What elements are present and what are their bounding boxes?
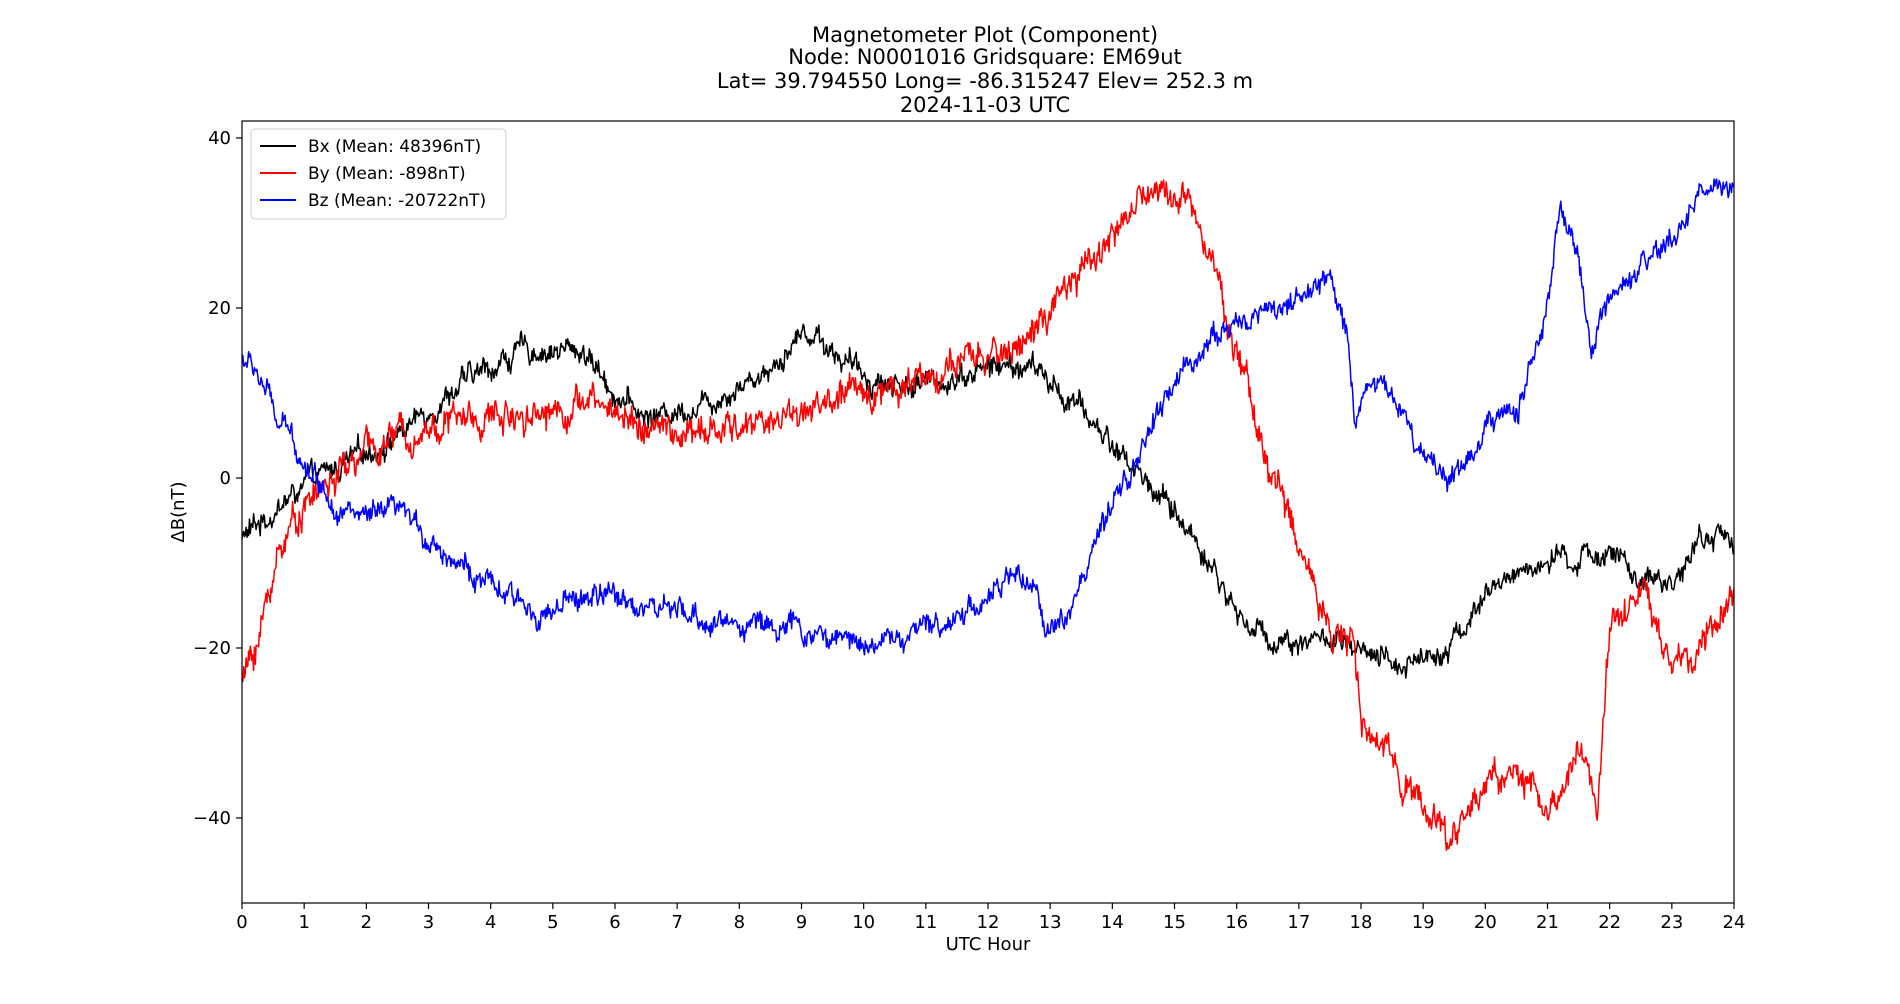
x-tick-label: 9 [796, 912, 807, 933]
x-tick-label: 19 [1412, 912, 1435, 933]
chart-title: Magnetometer Plot (Component) [812, 23, 1158, 47]
chart-title-group: Magnetometer Plot (Component) Node: N000… [717, 23, 1253, 117]
series-line-bz [242, 178, 1734, 656]
x-tick-label: 0 [236, 912, 247, 933]
x-tick-label: 7 [671, 912, 682, 933]
series-line-by [242, 179, 1734, 852]
x-tick-label: 8 [734, 912, 745, 933]
plot-area-frame [241, 120, 1735, 904]
x-tick-label: 15 [1163, 912, 1186, 933]
chart-subtitle-location: Lat= 39.794550 Long= -86.315247 Elev= 25… [717, 69, 1253, 93]
y-tick-label: −20 [193, 638, 231, 659]
legend: Bx (Mean: 48396nT) By (Mean: -898nT) Bz (M… [250, 128, 507, 220]
y-axis-ticks: 40 20 0 −20 −40 [193, 128, 242, 829]
legend-label: Bz (Mean: -20722nT) [308, 191, 486, 211]
legend-box [250, 128, 507, 220]
x-tick-label: 10 [852, 912, 875, 933]
x-tick-label: 22 [1598, 912, 1621, 933]
x-tick-label: 21 [1536, 912, 1559, 933]
y-axis-label: ΔB(nT) [168, 481, 189, 542]
series-group [242, 178, 1734, 852]
x-tick-label: 1 [298, 912, 309, 933]
x-tick-label: 6 [609, 912, 620, 933]
x-tick-label: 20 [1474, 912, 1497, 933]
chart-subtitle-date: 2024-11-03 UTC [900, 93, 1070, 117]
x-tick-label: 11 [914, 912, 937, 933]
x-tick-label: 17 [1287, 912, 1310, 933]
x-tick-label: 5 [547, 912, 558, 933]
x-tick-label: 13 [1039, 912, 1062, 933]
x-tick-label: 14 [1101, 912, 1124, 933]
legend-label: Bx (Mean: 48396nT) [308, 137, 481, 157]
x-axis-ticks: 0 1 2 3 4 5 6 7 8 9 10 11 12 13 14 15 16 17 18 19 20 21 22 23 24 [236, 903, 1745, 933]
x-tick-label: 12 [977, 912, 1000, 933]
legend-label: By (Mean: -898nT) [308, 164, 466, 184]
x-tick-label: 16 [1225, 912, 1248, 933]
series-line-bx [242, 323, 1734, 679]
x-tick-label: 2 [361, 912, 372, 933]
y-tick-label: −40 [193, 808, 231, 829]
x-tick-label: 24 [1723, 912, 1746, 933]
x-tick-label: 3 [423, 912, 434, 933]
y-tick-label: 40 [208, 128, 231, 149]
x-axis-label: UTC Hour [946, 934, 1031, 955]
x-tick-label: 18 [1350, 912, 1373, 933]
y-tick-label: 20 [208, 298, 231, 319]
y-tick-label: 0 [220, 468, 231, 489]
chart-subtitle-node: Node: N0001016 Gridsquare: EM69ut [788, 45, 1181, 69]
x-tick-label: 4 [485, 912, 496, 933]
x-tick-label: 23 [1660, 912, 1683, 933]
